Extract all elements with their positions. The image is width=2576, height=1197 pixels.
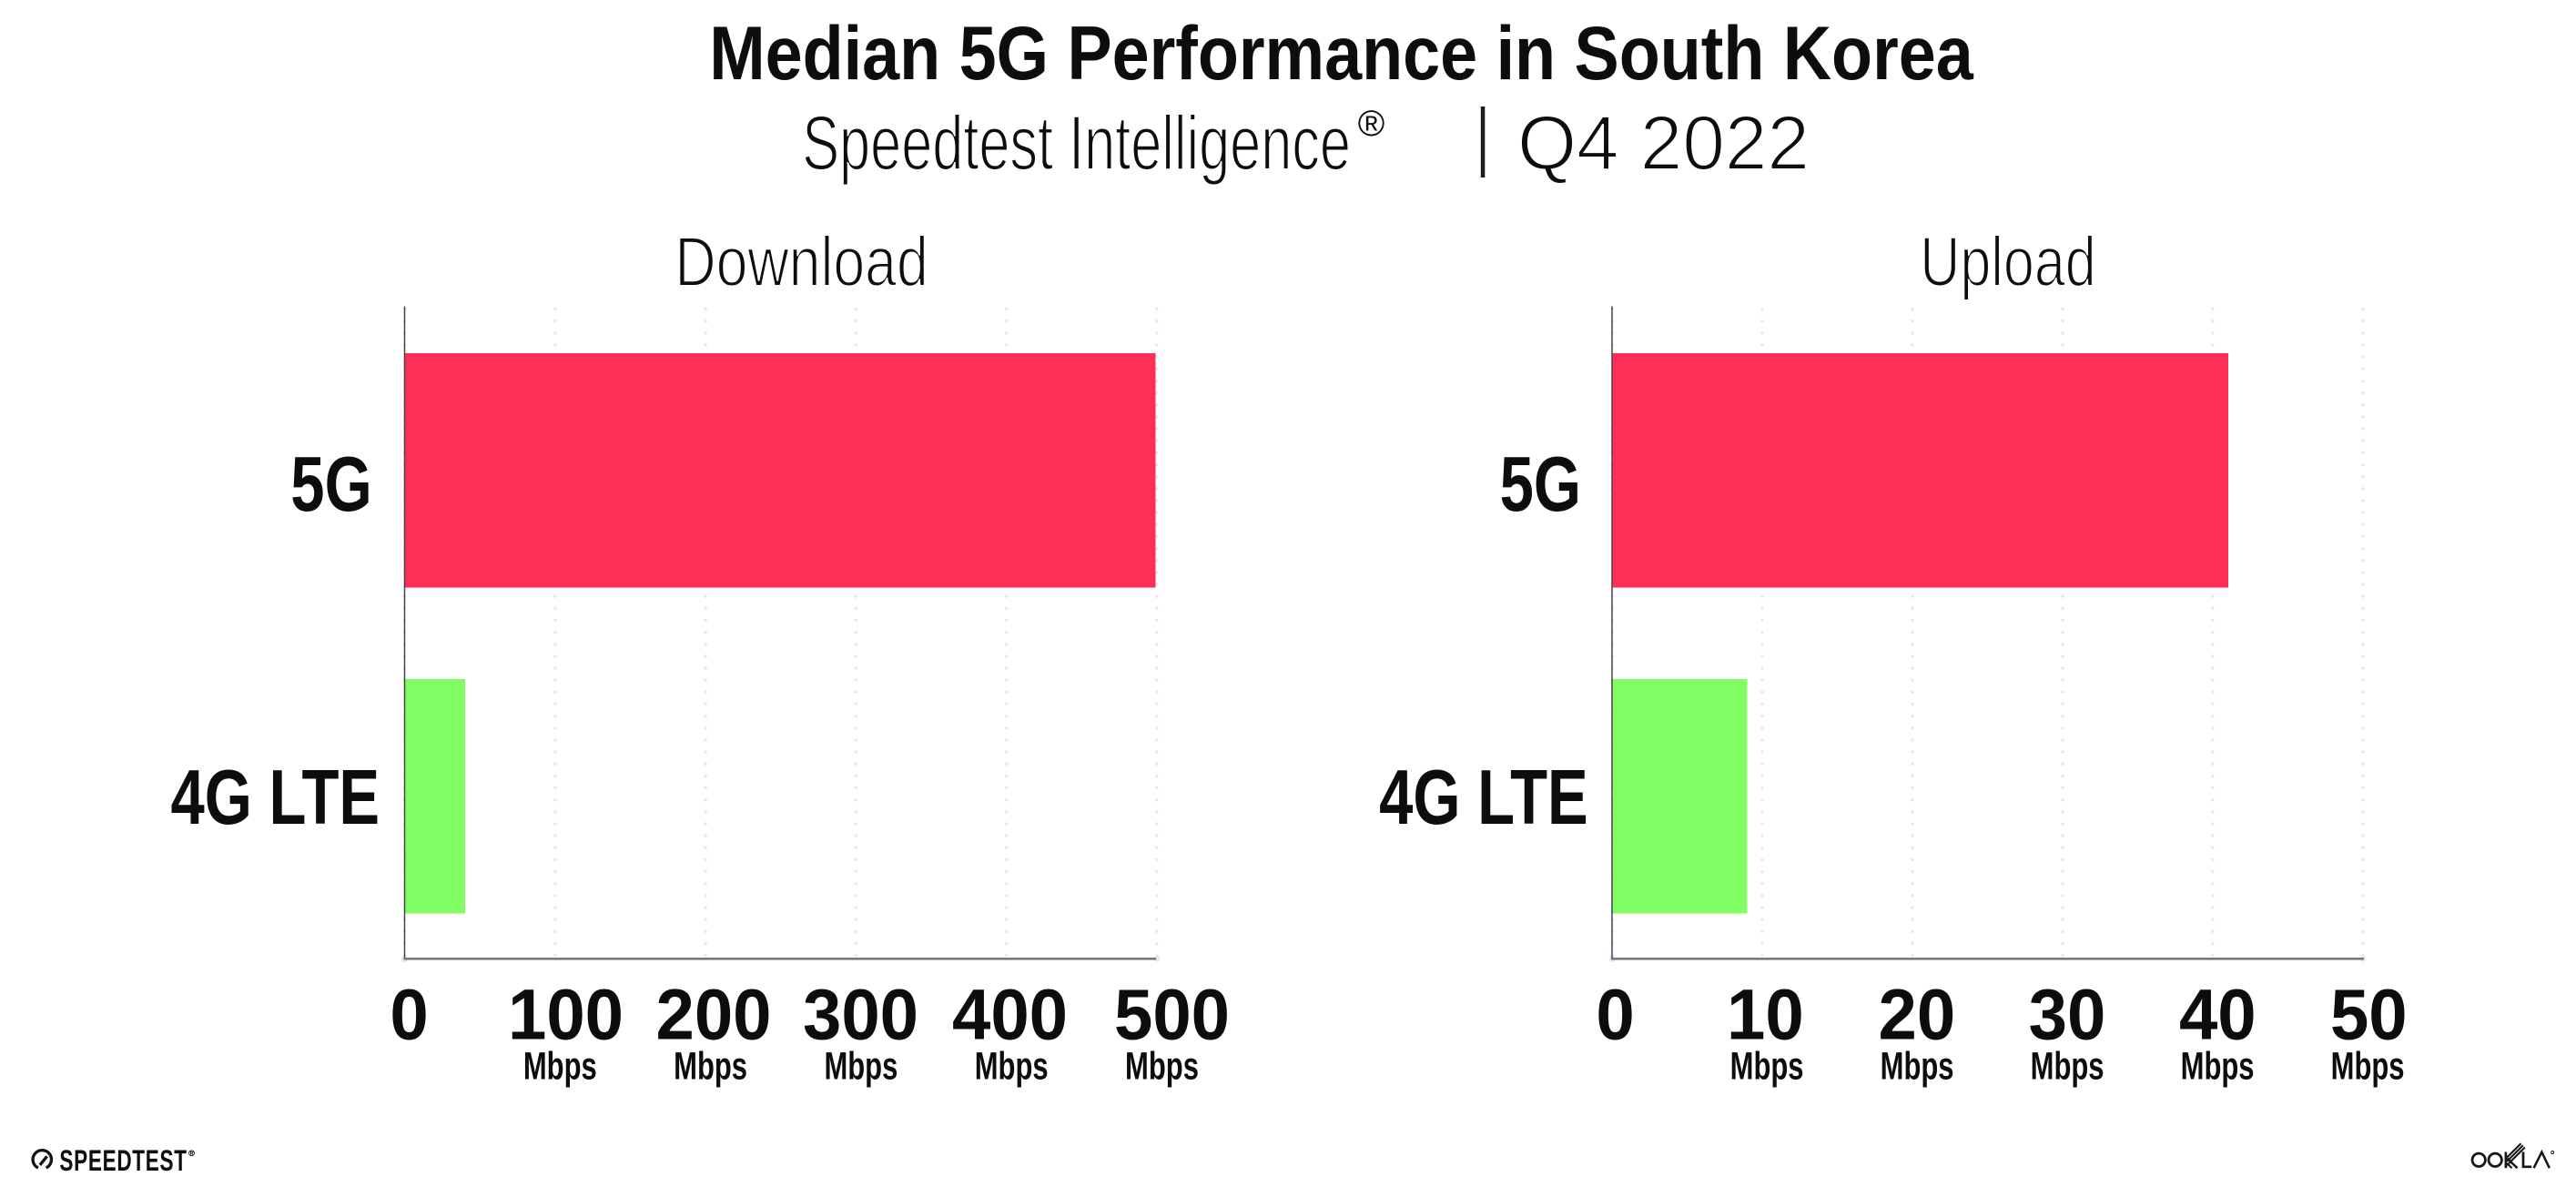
svg-text:300: 300	[803, 975, 918, 1054]
svg-text:4G LTE: 4G LTE	[1379, 754, 1588, 841]
svg-text:Mbps: Mbps	[824, 1044, 898, 1088]
svg-text:Median 5G Performance in South: Median 5G Performance in South Korea	[709, 11, 1974, 96]
svg-text:50: 50	[2330, 975, 2408, 1054]
svg-text:Mbps: Mbps	[2031, 1044, 2104, 1088]
svg-text:Mbps: Mbps	[2181, 1044, 2255, 1088]
svg-text:Download: Download	[674, 222, 928, 301]
svg-text:Q4 2022: Q4 2022	[1517, 100, 1810, 186]
svg-text:Mbps: Mbps	[1125, 1044, 1199, 1088]
svg-text:Speedtest Intelligence: Speedtest Intelligence	[802, 99, 1351, 186]
svg-text:0: 0	[390, 975, 428, 1054]
svg-text:10: 10	[1727, 975, 1804, 1054]
svg-text:5G: 5G	[290, 441, 371, 528]
svg-text:20: 20	[1879, 975, 1956, 1054]
svg-text:200: 200	[655, 975, 771, 1054]
svg-text:Mbps: Mbps	[1881, 1044, 1954, 1088]
svg-text:30: 30	[2029, 975, 2106, 1054]
svg-text:Mbps: Mbps	[2331, 1044, 2405, 1088]
svg-text:Mbps: Mbps	[1730, 1044, 1804, 1088]
svg-text:5G: 5G	[1500, 441, 1581, 528]
svg-text:Mbps: Mbps	[674, 1044, 747, 1088]
svg-text:4G LTE: 4G LTE	[171, 754, 380, 841]
svg-text:Mbps: Mbps	[975, 1044, 1049, 1088]
svg-text:40: 40	[2179, 975, 2257, 1054]
svg-text:0: 0	[1596, 975, 1634, 1054]
svg-text:SPEEDTEST: SPEEDTEST	[59, 1144, 187, 1177]
svg-text:®: ®	[1358, 104, 1384, 144]
svg-text:Upload: Upload	[1920, 222, 2095, 301]
svg-text:100: 100	[508, 975, 624, 1054]
svg-text:Mbps: Mbps	[523, 1044, 597, 1088]
svg-text:500: 500	[1114, 975, 1230, 1054]
svg-text:400: 400	[952, 975, 1068, 1054]
